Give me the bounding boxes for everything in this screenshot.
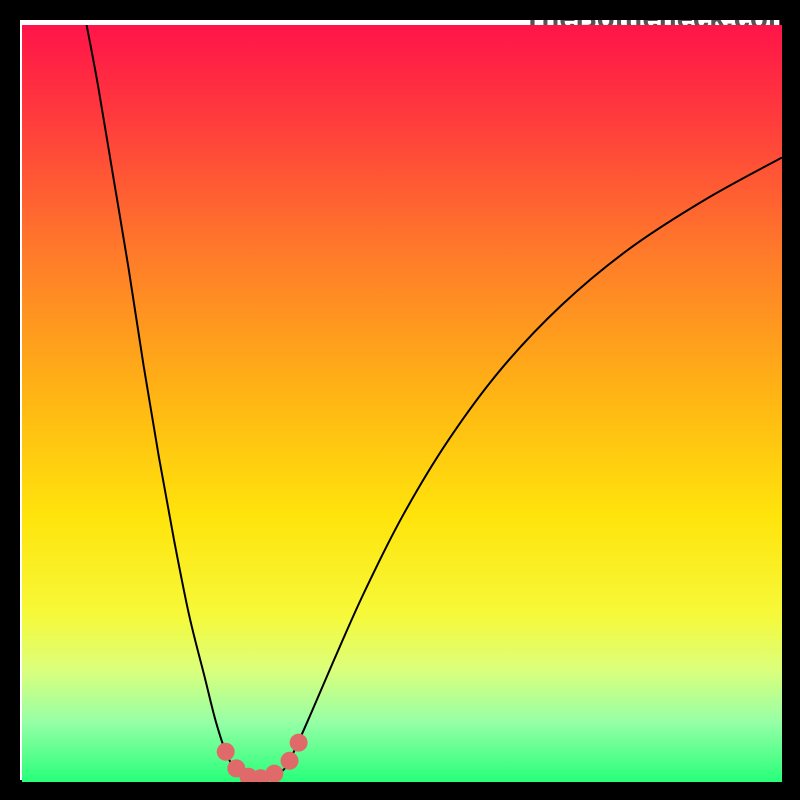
dip-marker <box>217 743 235 761</box>
plot-area <box>22 25 782 782</box>
dip-marker <box>265 765 283 782</box>
figure-root: TheBottleneck.com <box>0 0 800 800</box>
dip-marker <box>281 752 299 770</box>
plot-background <box>22 25 782 782</box>
dip-marker <box>290 734 308 752</box>
